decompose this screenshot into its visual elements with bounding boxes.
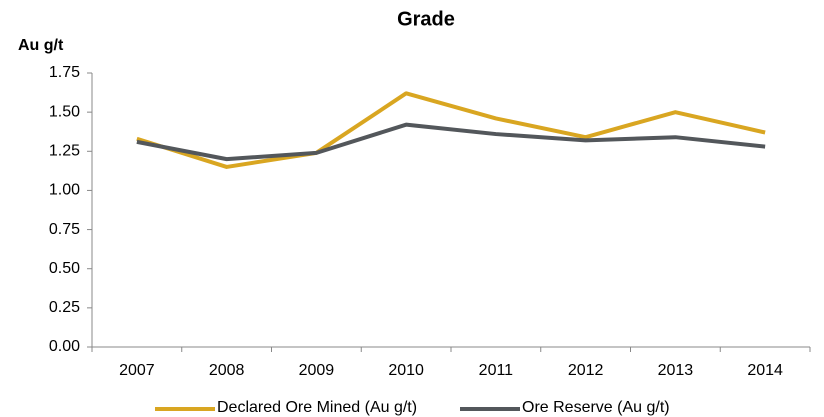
y-tick-label: 1.25 bbox=[49, 143, 80, 160]
x-tick-label: 2011 bbox=[479, 362, 514, 379]
y-tick-label: 0.50 bbox=[49, 260, 80, 277]
legend-label: Ore Reserve (Au g/t) bbox=[522, 399, 670, 416]
x-tick-label: 2014 bbox=[747, 362, 783, 379]
x-tick-label: 2008 bbox=[209, 362, 245, 379]
x-tick-label: 2012 bbox=[568, 362, 604, 379]
y-tick-label: 1.50 bbox=[49, 103, 80, 120]
y-tick-label: 1.75 bbox=[49, 64, 80, 81]
x-tick-label: 2013 bbox=[658, 362, 694, 379]
series-line bbox=[136, 122, 766, 162]
legend-label: Declared Ore Mined (Au g/t) bbox=[217, 399, 417, 416]
y-tick-label: 0.75 bbox=[49, 221, 80, 238]
y-axis-label: Au g/t bbox=[18, 37, 64, 54]
x-tick-label: 2010 bbox=[388, 362, 424, 379]
x-tick-label: 2009 bbox=[299, 362, 335, 379]
chart-title: Grade bbox=[397, 8, 455, 30]
x-tick-label: 2007 bbox=[119, 362, 155, 379]
y-tick-label: 0.25 bbox=[49, 299, 80, 316]
y-tick-label: 1.00 bbox=[49, 182, 80, 199]
series-line bbox=[136, 91, 766, 169]
y-tick-label: 0.00 bbox=[49, 338, 80, 355]
